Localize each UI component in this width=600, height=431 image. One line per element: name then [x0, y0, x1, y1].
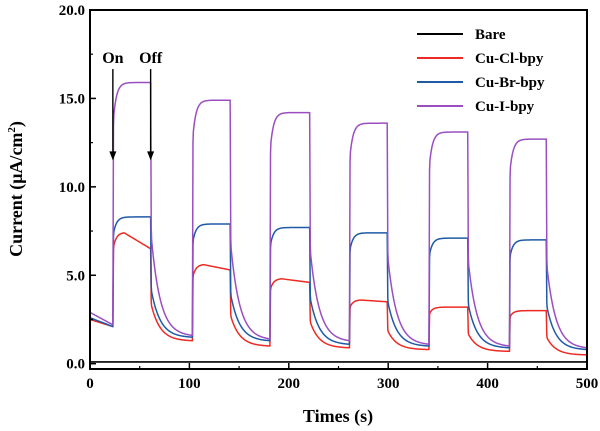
y-tick-label: 15.0 [59, 91, 85, 107]
y-tick-label: 20.0 [59, 3, 85, 19]
legend-label: Cu-I-bpy [475, 99, 535, 115]
annotation-arrowhead [109, 151, 117, 161]
legend-label: Cu-Br-bpy [475, 75, 545, 91]
y-axis: 0.0 5.0 10.0 15.0 20.0 [59, 3, 96, 373]
annotation-arrowhead [147, 151, 155, 161]
x-tick-label: 100 [178, 376, 201, 392]
x-tick-label: 500 [576, 376, 599, 392]
annotations: On Off [102, 50, 163, 161]
annotation-label: Off [139, 50, 163, 67]
y-tick-label: 10.0 [59, 180, 85, 196]
series-line [90, 216, 587, 351]
x-tick-label: 0 [86, 376, 94, 392]
annotation-label: On [102, 50, 123, 67]
legend: Bare Cu-Cl-bpy Cu-Br-bpy Cu-I-bpy [417, 27, 545, 115]
x-tick-label: 300 [377, 376, 400, 392]
series-line [90, 81, 587, 349]
legend-label: Cu-Cl-bpy [475, 51, 544, 67]
x-axis: 0 100 200 300 400 500 [86, 363, 598, 392]
x-tick-label: 400 [476, 376, 499, 392]
series-layer [90, 81, 587, 363]
y-tick-label: 0.0 [66, 357, 85, 373]
y-axis-title: Current (μA/cm2) [6, 121, 27, 257]
legend-label: Bare [475, 27, 506, 43]
series-line [90, 232, 587, 356]
x-tick-label: 200 [278, 376, 301, 392]
y-tick-label: 5.0 [66, 268, 85, 284]
x-axis-title: Times (s) [303, 406, 373, 427]
